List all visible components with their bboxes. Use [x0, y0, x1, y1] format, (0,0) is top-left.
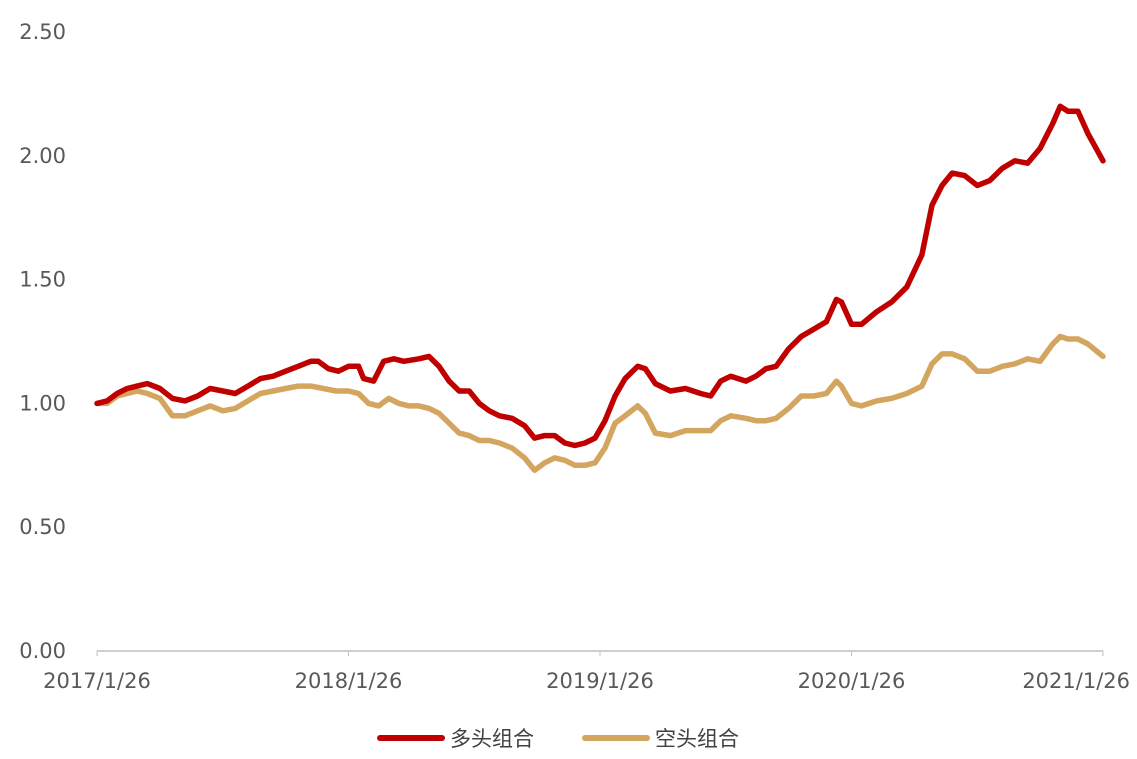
x-tick-label: 2017/1/26: [43, 669, 151, 693]
y-tick-label: 1.50: [19, 268, 66, 292]
series-line-long: [94, 103, 1106, 449]
x-tick-label: 2021/1/26: [1022, 669, 1130, 693]
x-tick-label: 2018/1/26: [295, 669, 403, 693]
y-tick-label: 2.00: [19, 144, 66, 168]
series-line-short: [94, 333, 1106, 474]
y-tick-label: 2.50: [19, 20, 66, 44]
x-axis-ticks: 2017/1/26 2018/1/26 2019/1/26 2020/1/26 2021…: [43, 651, 1130, 693]
series-lines: [94, 103, 1106, 474]
x-tick-label: 2020/1/26: [798, 669, 906, 693]
y-tick-label: 0.50: [19, 515, 66, 539]
legend-label: 多头组合: [450, 727, 534, 751]
legend-label: 空头组合: [655, 727, 739, 751]
y-tick-label: 0.00: [19, 639, 66, 663]
legend: 多头组合 空头组合: [377, 727, 739, 751]
x-tick-label: 2019/1/26: [546, 669, 654, 693]
y-axis-ticks: 0.00 0.50 1.00 1.50 2.00 2.50: [19, 20, 66, 663]
y-tick-label: 1.00: [19, 391, 66, 415]
